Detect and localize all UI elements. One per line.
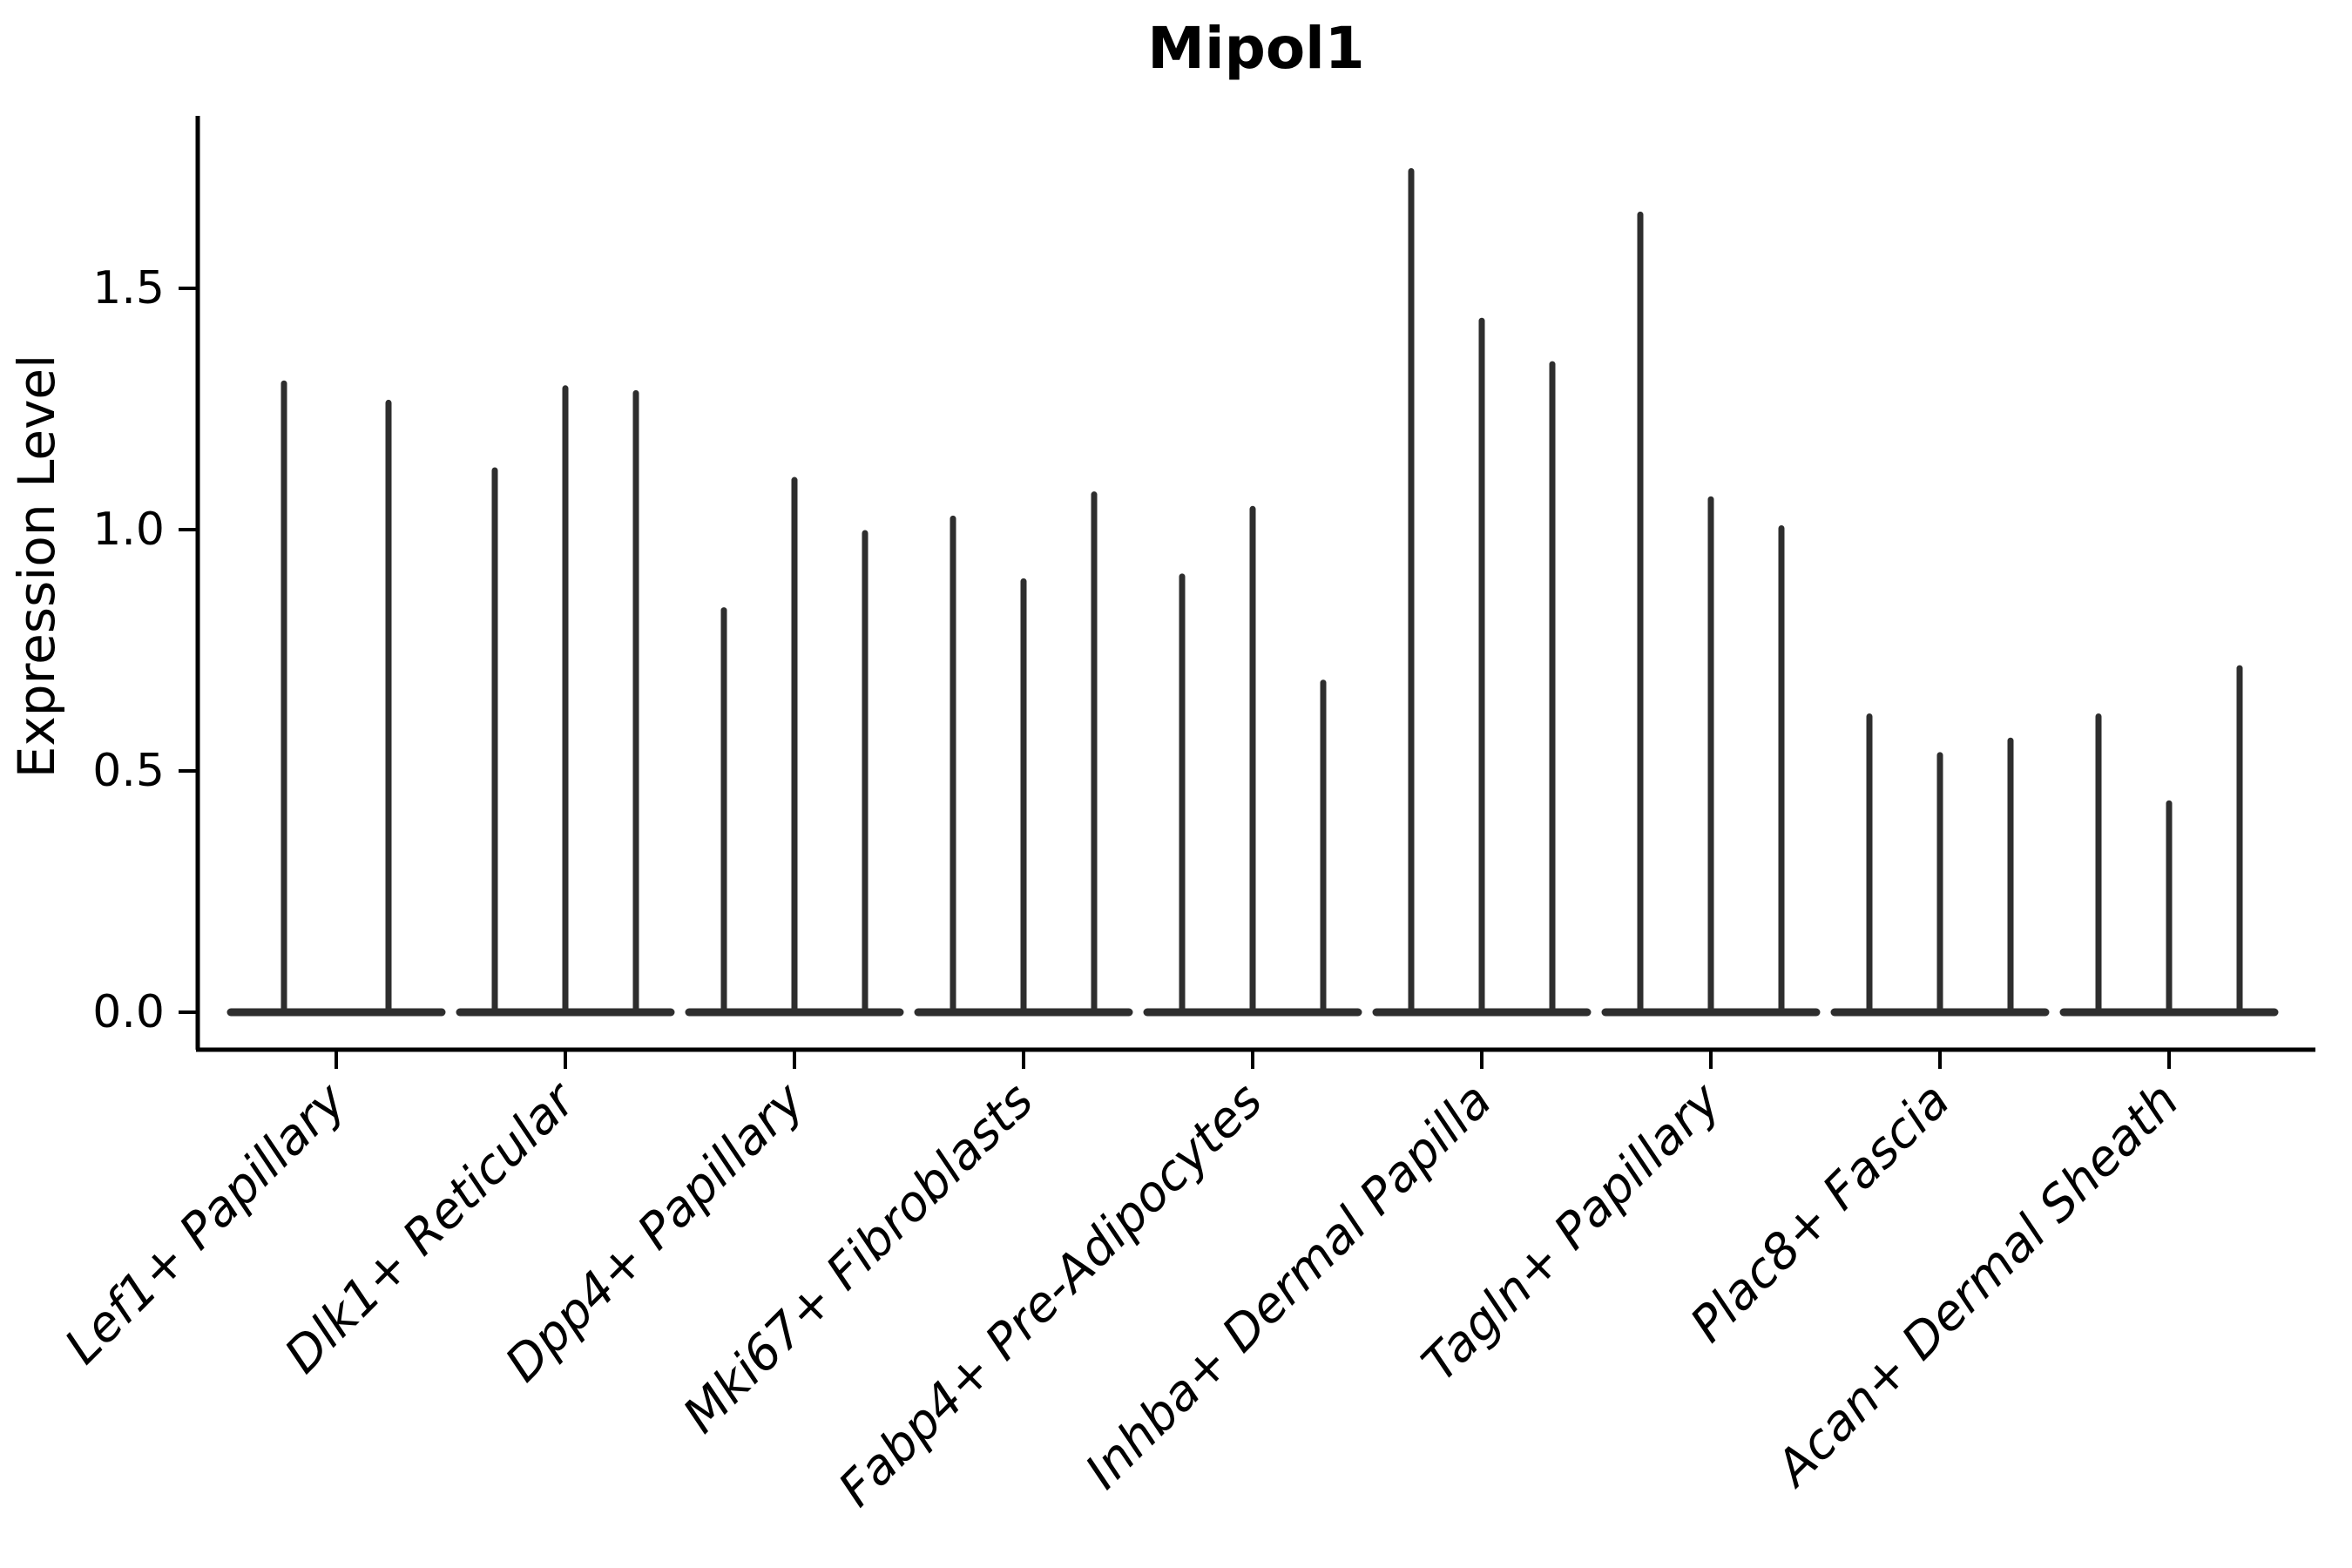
x-tick-label: Inhba+ Dermal Papilla bbox=[1075, 1072, 1503, 1500]
y-tick-label: 0.5 bbox=[92, 745, 165, 797]
chart-title: Mipol1 bbox=[1147, 15, 1364, 82]
y-axis-label: Expression Level bbox=[7, 355, 66, 778]
y-tick-label: 1.0 bbox=[92, 504, 165, 556]
x-tick-label: Acan+ Dermal Sheath bbox=[1764, 1072, 2190, 1498]
x-tick-label: Fabp4+ Pre-Adipocytes bbox=[828, 1072, 1274, 1517]
y-tick-label: 0.0 bbox=[92, 986, 165, 1038]
violin-layer bbox=[226, 168, 2279, 1017]
y-tick-label: 1.5 bbox=[92, 262, 165, 314]
